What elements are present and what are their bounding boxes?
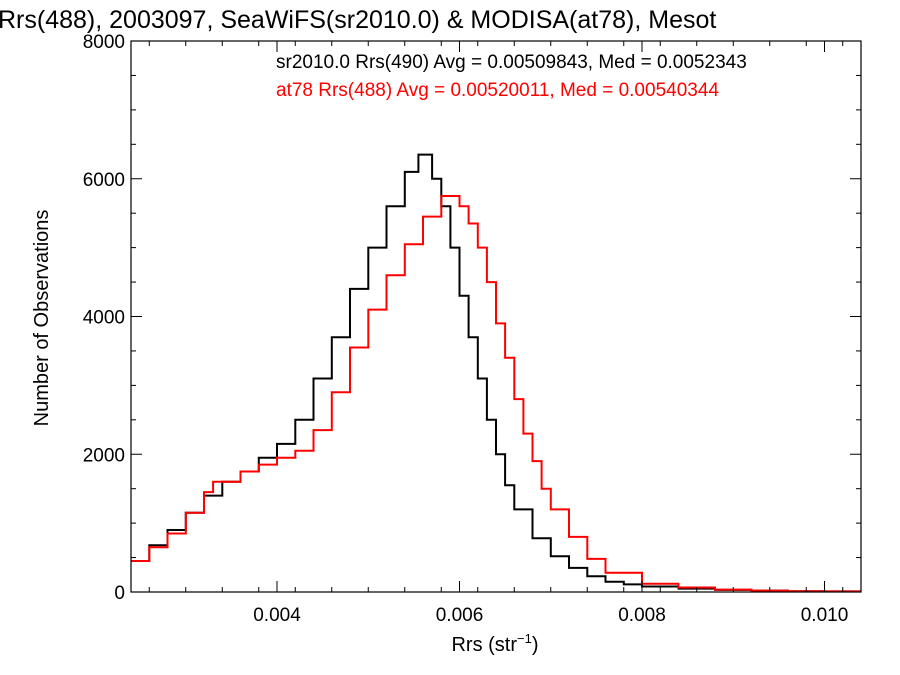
chart-title: Rrs(488), 2003097, SeaWiFS(sr2010.0) & M… [0, 6, 716, 34]
series-layer [131, 153, 861, 592]
x-axis-label: Rrs (str−1) [451, 631, 538, 656]
x-tick-label: 0.010 [801, 605, 849, 626]
x-tick-label: 0.004 [253, 605, 301, 626]
series-line-1 [131, 153, 861, 592]
legend-entry-1: sr2010.0 Rrs(490) Avg = 0.00509843, Med … [276, 52, 747, 73]
axis-ticks: 0.004 0.006 0.008 0.010 0 2000 4000 6000 8000 [83, 32, 861, 626]
x-tick-label: 0.006 [436, 605, 484, 626]
y-tick-label: 4000 [83, 308, 125, 329]
x-axis-label-main: Rrs (str [451, 634, 517, 656]
y-tick-label: 2000 [83, 445, 125, 466]
y-tick-label: 6000 [83, 170, 125, 191]
series-line-2 [131, 195, 861, 592]
x-axis-label-superscript: −1 [517, 631, 532, 646]
y-axis-label: Number of Observations [31, 210, 53, 427]
legend: sr2010.0 Rrs(490) Avg = 0.00509843, Med … [276, 52, 747, 101]
x-axis-label-suffix: ) [532, 634, 539, 656]
y-tick-label: 8000 [83, 32, 125, 53]
y-tick-label: 0 [114, 583, 125, 604]
legend-entry-2: at78 Rrs(488) Avg = 0.00520011, Med = 0.… [276, 80, 719, 101]
x-tick-label: 0.008 [618, 605, 666, 626]
